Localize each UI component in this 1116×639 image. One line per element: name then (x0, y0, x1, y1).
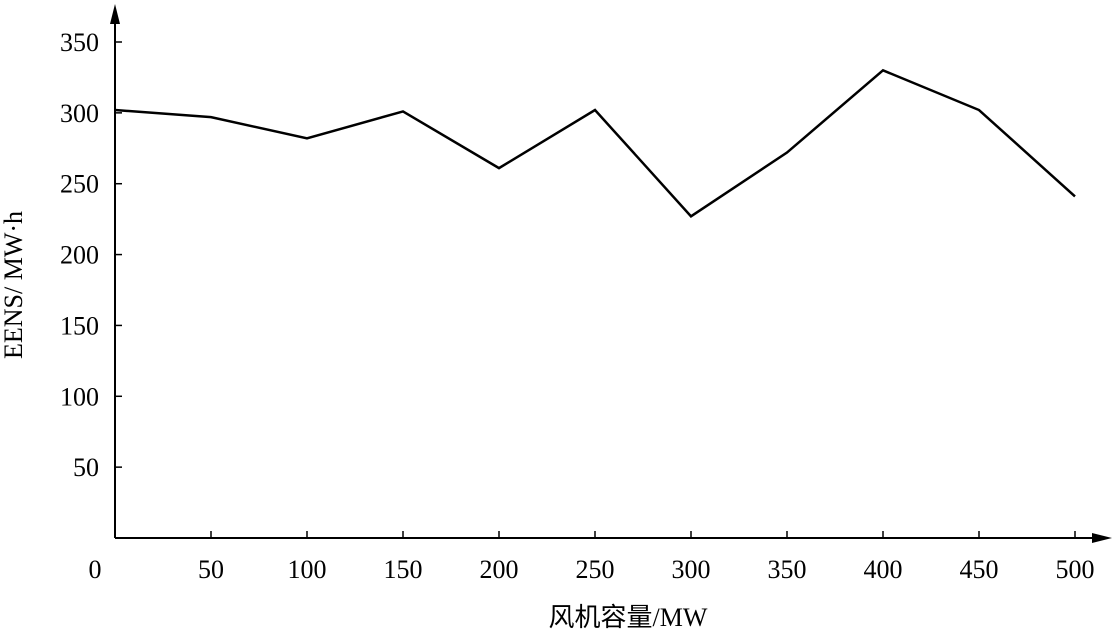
x-axis-arrow (1092, 533, 1112, 543)
x-tick-label: 150 (384, 555, 423, 584)
y-tick-label: 300 (60, 99, 99, 128)
x-tick-label: 350 (768, 555, 807, 584)
data-line (114, 68, 1076, 218)
y-tick-label: 100 (60, 382, 99, 411)
x-tick-label: 450 (960, 555, 999, 584)
y-tick-label: 200 (60, 241, 99, 270)
y-tick-label: 250 (60, 170, 99, 199)
x-tick-label: 250 (576, 555, 615, 584)
x-tick-label: 0 (89, 555, 102, 584)
y-tick-label: 50 (73, 453, 99, 482)
x-axis-label: 风机容量/MW (549, 603, 708, 632)
y-axis-arrow (110, 4, 120, 24)
x-tick-label: 100 (288, 555, 327, 584)
x-tick-label: 50 (198, 555, 224, 584)
x-tick-label: 400 (864, 555, 903, 584)
y-tick-label: 350 (60, 28, 99, 57)
y-axis-label: EENS/ MW·h (0, 211, 28, 359)
x-tick-label: 200 (480, 555, 519, 584)
x-tick-label: 300 (672, 555, 711, 584)
x-tick-label: 500 (1056, 555, 1095, 584)
y-tick-label: 150 (60, 311, 99, 340)
